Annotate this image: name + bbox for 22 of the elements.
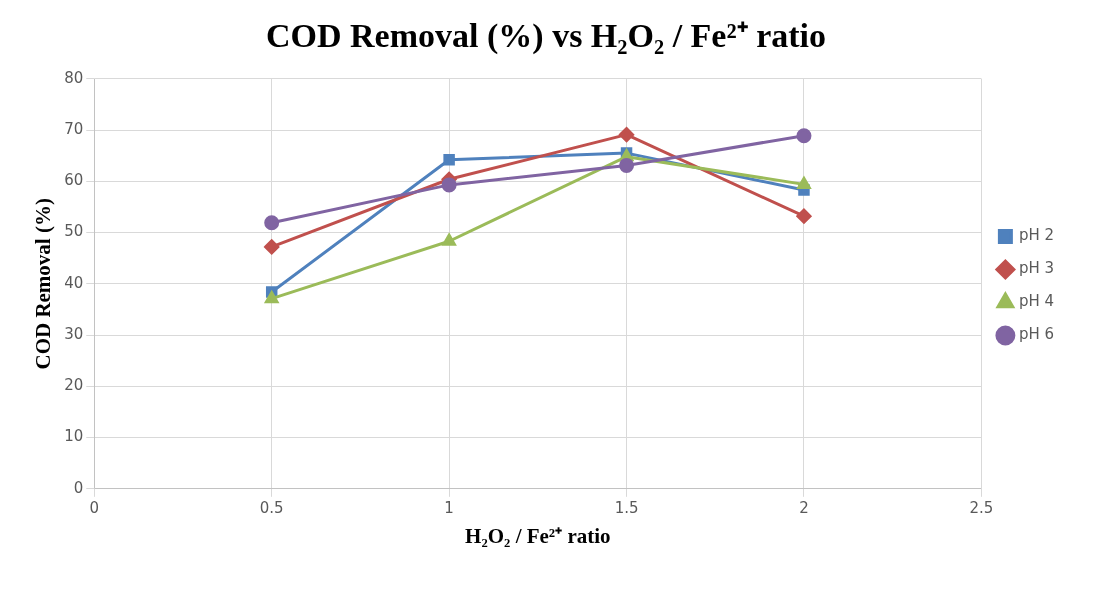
y-axis-title: COD Removal (%) <box>31 198 56 370</box>
chart-title: COD Removal (%) vs H₂O₂ / Fe²⁺ ratio <box>266 17 826 56</box>
x-tick-label: 2.5 <box>969 498 994 517</box>
x-tick-label: 2 <box>799 498 809 517</box>
y-tick-label: 60 <box>64 171 84 190</box>
legend-label: pH 2 <box>1018 226 1055 245</box>
x-axis-title: H₂O₂ / Fe²⁺ ratio <box>465 523 611 548</box>
y-tick-label: 40 <box>64 273 84 292</box>
y-tick-label: 10 <box>64 427 84 446</box>
x-tick-label: 0 <box>89 498 100 517</box>
x-tick-label: 0.5 <box>259 498 284 517</box>
legend-label: pH 6 <box>1018 325 1055 344</box>
y-tick-label: 20 <box>64 376 84 395</box>
y-tick-label: 80 <box>64 68 84 87</box>
y-tick-label: 70 <box>64 119 84 138</box>
legend-label: pH 3 <box>1018 259 1055 278</box>
x-tick-label: 1.5 <box>614 498 639 517</box>
y-tick-label: 0 <box>73 478 84 497</box>
y-tick-label: 30 <box>64 324 84 343</box>
legend-label: pH 4 <box>1018 292 1055 311</box>
x-tick-label: 1 <box>444 498 454 517</box>
y-tick-label: 50 <box>64 222 84 241</box>
